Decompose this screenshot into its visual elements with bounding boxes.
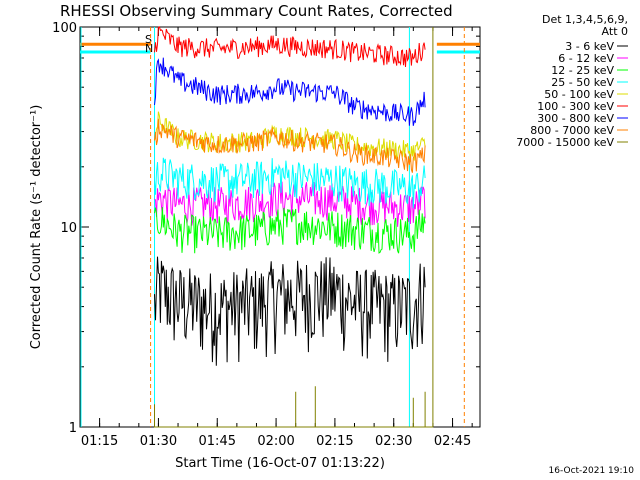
series-line-25-50-kev bbox=[154, 157, 426, 209]
chart-title: RHESSI Observing Summary Count Rates, Co… bbox=[60, 2, 453, 20]
y-tick-label: 100 bbox=[52, 21, 77, 36]
x-tick-label: 01:15 bbox=[81, 434, 118, 449]
series-line-7000-15000-kev bbox=[154, 27, 434, 428]
x-tick-label: 01:30 bbox=[140, 434, 177, 449]
x-axis-label: Start Time (16-Oct-07 01:13:22) bbox=[175, 456, 385, 471]
legend-header: Att 0 bbox=[602, 25, 628, 38]
legend-entry: 6 - 12 keV bbox=[558, 52, 614, 65]
legend-entry: 300 - 800 keV bbox=[537, 112, 614, 125]
legend-entry: 100 - 300 keV bbox=[537, 100, 614, 113]
y-axis-label: Corrected Count Rate (s⁻¹ detector⁻¹) bbox=[29, 105, 44, 350]
series-line-50-100-kev bbox=[154, 111, 426, 162]
legend-entry: 50 - 100 keV bbox=[544, 88, 614, 101]
legend-entry: 7000 - 15000 keV bbox=[516, 136, 614, 149]
x-tick-label: 02:45 bbox=[434, 434, 471, 449]
x-tick-label: 01:45 bbox=[199, 434, 236, 449]
legend-entry: 800 - 7000 keV bbox=[530, 124, 614, 137]
x-tick-label: 02:15 bbox=[316, 434, 353, 449]
series-line-800-7000-kev bbox=[154, 118, 426, 173]
footer-timestamp: 16-Oct-2021 19:10 bbox=[548, 466, 634, 476]
legend-entry: 25 - 50 keV bbox=[551, 76, 614, 89]
flag-label: S bbox=[145, 33, 152, 46]
y-tick-label: 1 bbox=[69, 421, 77, 436]
legend-header: Det 1,3,4,5,6,9, bbox=[542, 13, 628, 26]
legend-entry: 3 - 6 keV bbox=[565, 40, 614, 53]
flag-label: N bbox=[145, 42, 153, 55]
series-line-12-25-kev bbox=[154, 207, 426, 254]
x-tick-label: 02:30 bbox=[375, 434, 412, 449]
series-line-100-300-kev bbox=[154, 26, 426, 68]
x-tick-label: 02:00 bbox=[257, 434, 294, 449]
legend-entry: 12 - 25 keV bbox=[551, 64, 614, 77]
series-line-300-800-kev bbox=[154, 57, 426, 126]
y-tick-label: 10 bbox=[60, 221, 77, 236]
series-line-3-6-kev bbox=[154, 256, 426, 366]
